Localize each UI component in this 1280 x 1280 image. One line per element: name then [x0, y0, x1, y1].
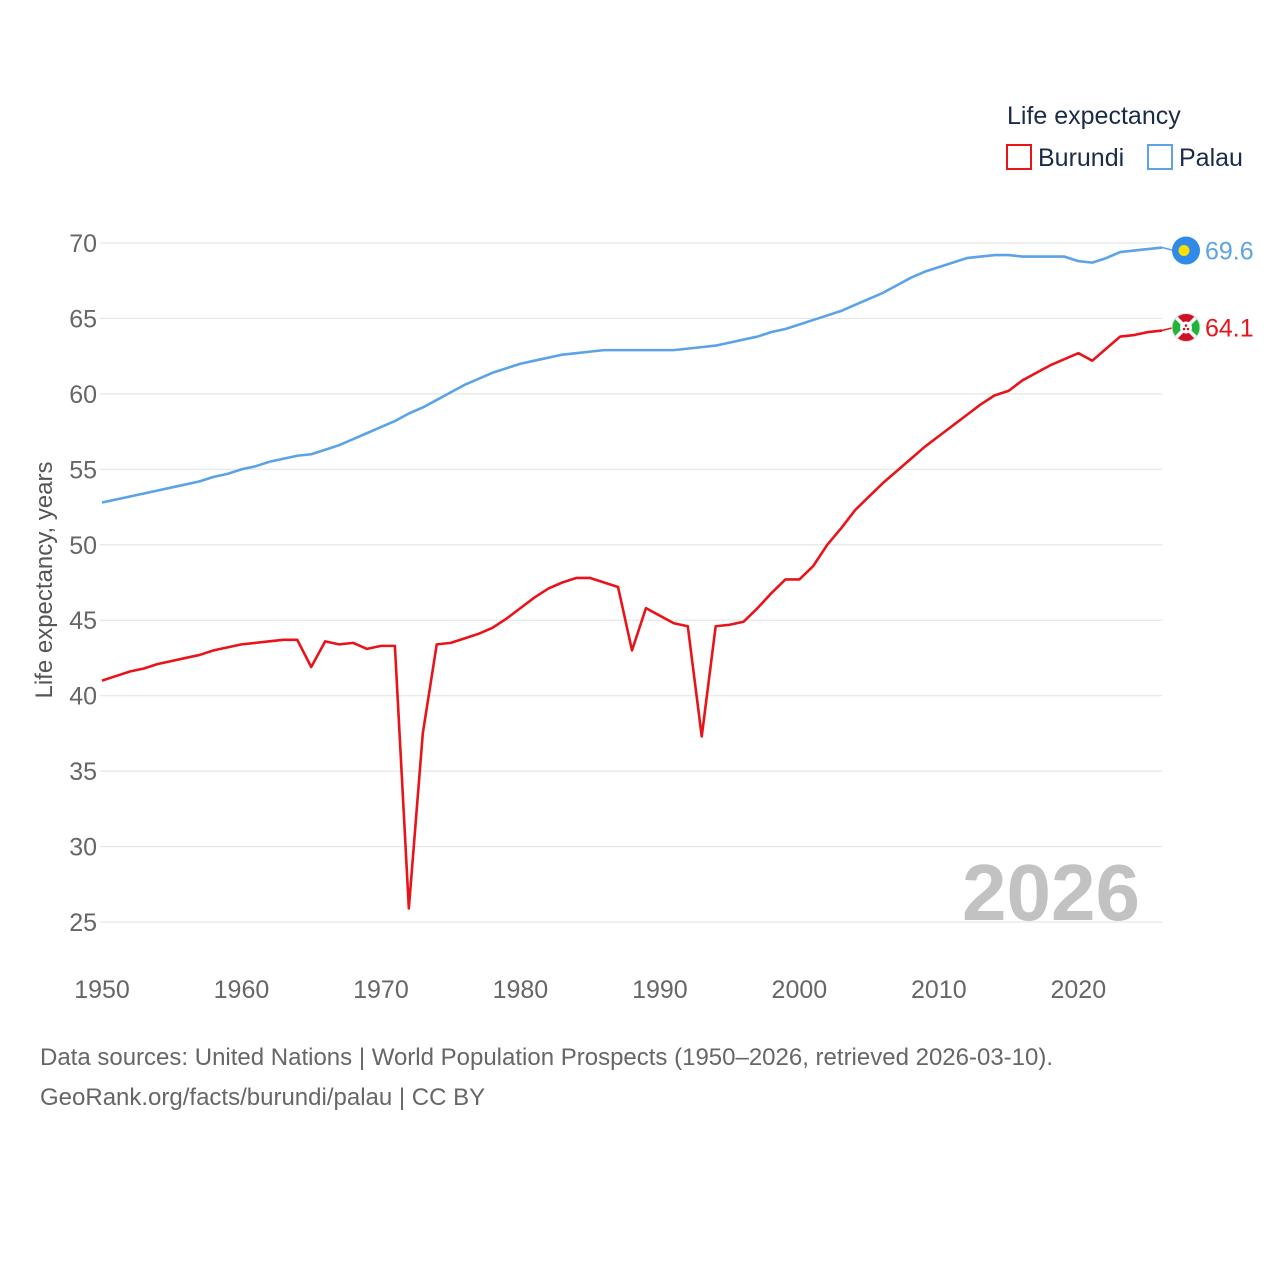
y-tick-label: 25 [69, 909, 97, 937]
legend-swatch-burundi [1006, 144, 1032, 170]
end-value-label-palau: 69.6 [1205, 238, 1254, 266]
source-line-2: GeoRank.org/facts/burundi/palau | CC BY [40, 1084, 486, 1111]
legend-label-burundi: Burundi [1038, 144, 1124, 172]
legend-item-burundi[interactable]: Burundi [1006, 144, 1124, 172]
x-tick-label: 2020 [1051, 976, 1107, 1004]
legend-title: Life expectancy [1007, 102, 1181, 130]
legend-item-palau[interactable]: Palau [1147, 144, 1243, 172]
x-tick-label: 2000 [772, 976, 828, 1004]
x-tick-label: 1950 [74, 976, 130, 1004]
legend-label-palau: Palau [1179, 144, 1243, 172]
end-connector-palau [1161, 246, 1175, 252]
y-tick-label: 50 [69, 532, 97, 560]
series-end-markers: 64.1 69.6 [1161, 236, 1254, 343]
y-tick-label: 45 [69, 607, 97, 635]
x-tick-label: 1980 [493, 976, 549, 1004]
gridlines [100, 242, 1162, 923]
y-tick-labels: 25 30 35 40 45 50 55 60 65 70 [69, 230, 97, 937]
legend: Burundi Palau [1006, 144, 1243, 172]
y-tick-label: 30 [69, 834, 97, 862]
legend-swatch-palau [1147, 144, 1173, 170]
x-tick-labels: 1950 1960 1970 1980 1990 2000 2010 2020 [74, 976, 1106, 1004]
series-lines [101, 246, 1163, 910]
x-tick-label: 1970 [353, 976, 409, 1004]
palau-flag-icon [1172, 236, 1200, 265]
end-value-label-burundi: 64.1 [1205, 315, 1254, 343]
x-tick-label: 2010 [911, 976, 967, 1004]
x-tick-label: 1990 [632, 976, 688, 1004]
series-line-burundi [101, 329, 1163, 910]
series-line-palau [101, 246, 1163, 504]
y-tick-label: 40 [69, 683, 97, 711]
y-tick-label: 35 [69, 758, 97, 786]
y-tick-label: 65 [69, 305, 97, 333]
y-tick-label: 55 [69, 456, 97, 484]
y-tick-label: 70 [69, 230, 97, 258]
year-watermark: 2026 [962, 848, 1140, 937]
y-tick-label: 60 [69, 381, 97, 409]
x-tick-label: 1960 [214, 976, 270, 1004]
y-axis-label: Life expectancy, years [31, 461, 58, 698]
source-line-1: Data sources: United Nations | World Pop… [40, 1044, 1054, 1071]
burundi-flag-icon [1171, 313, 1201, 343]
